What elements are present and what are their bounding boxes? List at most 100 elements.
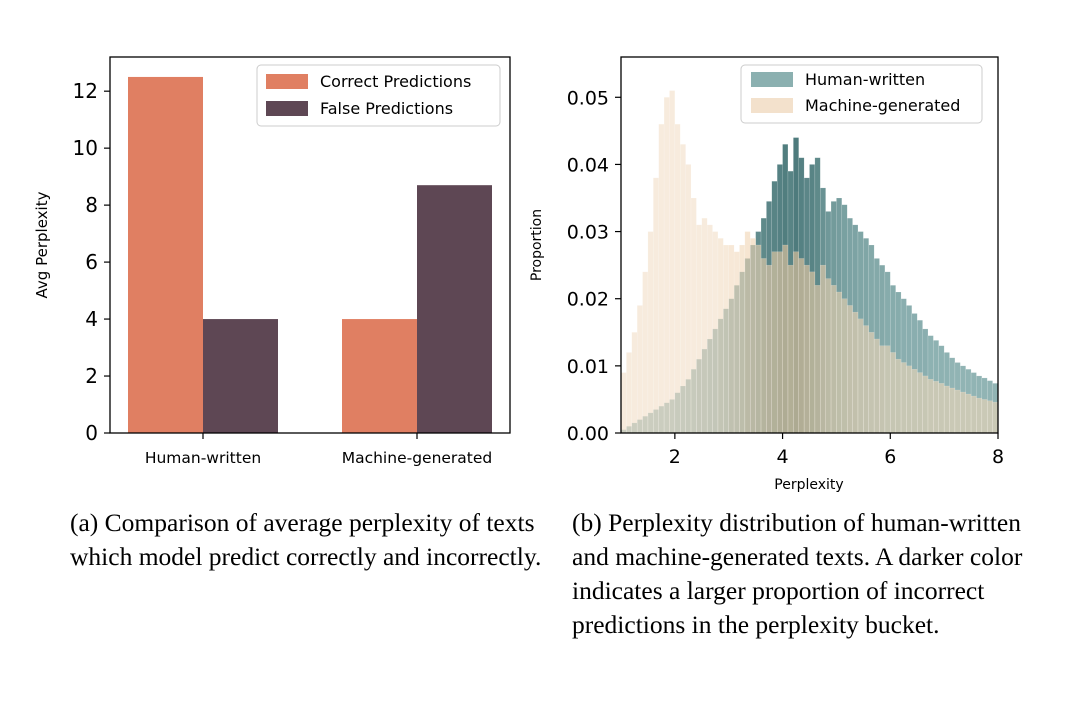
hist-bin-machine <box>927 379 934 433</box>
legend-label-correct: Correct Predictions <box>320 72 471 91</box>
hist-bin-machine <box>1057 414 1062 433</box>
hist-bin-human <box>1003 389 1008 433</box>
hist-bin-human <box>1020 397 1025 433</box>
chart-a-frame <box>109 56 511 434</box>
chart-b-legend-box <box>740 64 983 124</box>
caption-a: (a) Comparison of average perplexity of … <box>70 508 542 571</box>
hist-bin-machine <box>976 397 983 433</box>
legend-label-false: False Predictions <box>320 99 453 118</box>
hist-bin-machine <box>750 238 756 433</box>
hist-bin-machine <box>852 311 859 433</box>
hist-bin-machine <box>1020 409 1025 433</box>
hist-bin-machine <box>755 244 762 433</box>
hist-bin-machine <box>1041 412 1046 433</box>
figure: 0 2 4 6 8 10 12 Human-written Machine-generated… <box>33 56 1078 493</box>
hist-bin-machine <box>965 393 972 433</box>
hist-bin-machine <box>906 365 913 433</box>
hist-bin-machine <box>782 244 789 433</box>
hist-bin-machine <box>712 231 719 433</box>
hist-bin-human <box>1014 394 1019 433</box>
y-tick-label: 6 <box>85 250 98 274</box>
hist-bin-machine <box>922 375 929 433</box>
bar-false-machine <box>417 185 492 433</box>
hist-bin-machine <box>760 258 767 433</box>
hist-bin-machine <box>890 352 896 433</box>
chart-b-xlabel: Perplexity <box>774 477 843 493</box>
x-tick-label: 6 <box>884 446 896 468</box>
hist-bin-machine <box>728 244 735 433</box>
hist-bin-machine <box>631 332 638 433</box>
hist-bin-human <box>997 385 998 433</box>
hist-bin-machine <box>733 251 740 433</box>
hist-bin-machine <box>960 391 966 433</box>
x-tick-label: 4 <box>777 446 789 468</box>
hist-bin-machine <box>868 332 875 433</box>
x-tick-label: 2 <box>669 446 681 468</box>
hist-bin-machine <box>981 399 988 433</box>
hist-bin-machine <box>669 90 676 433</box>
hist-bin-machine <box>825 278 832 433</box>
hist-bin-human <box>1030 401 1035 433</box>
chart-a: 0 2 4 6 8 10 12 Human-written Machine-generated… <box>33 56 511 467</box>
hist-bin-machine <box>701 217 708 433</box>
hist-bin-machine <box>847 305 853 433</box>
hist-bin-machine <box>987 400 993 433</box>
chart-a-legend: Correct Predictions False Predictions <box>256 64 501 127</box>
hist-bin-machine <box>814 285 821 433</box>
x-tick-label: Human-written <box>145 449 261 467</box>
hist-bin-machine <box>938 383 945 433</box>
hist-bin-machine <box>771 251 778 433</box>
y-tick-label: 0.00 <box>567 423 609 445</box>
hist-bin-machine <box>621 372 627 433</box>
hist-bin-machine <box>830 285 837 433</box>
legend-swatch-machine <box>751 98 793 113</box>
hist-bin-machine <box>911 369 918 433</box>
hist-bin-machine <box>798 258 805 433</box>
bar-false-human <box>203 319 278 433</box>
y-tick-label: 12 <box>73 79 98 103</box>
bar-correct-machine <box>342 319 417 433</box>
chart-a-x-ticks: Human-written Machine-generated <box>145 433 492 467</box>
caption-b: (b) Perplexity distribution of human-wri… <box>572 508 1023 639</box>
hist-bin-human <box>1073 412 1078 433</box>
chart-a-ylabel: Avg Perplexity <box>33 191 51 298</box>
hist-bin-machine <box>674 123 681 433</box>
legend-swatch-correct <box>266 74 308 89</box>
y-tick-label: 0.01 <box>567 356 609 378</box>
hist-bin-machine <box>696 224 702 433</box>
hist-bin-machine <box>680 144 686 433</box>
chart-b-x-ticks: 2 4 6 8 <box>669 433 1004 468</box>
chart-b-histogram <box>621 90 1078 433</box>
chart-b-ylabel: Proportion <box>529 209 545 281</box>
hist-bin-machine <box>884 345 891 433</box>
hist-bin-machine <box>766 264 773 433</box>
hist-bin-machine <box>1046 413 1051 433</box>
legend-label-human: Human-written <box>805 70 925 89</box>
y-tick-label: 0 <box>85 421 98 445</box>
hist-bin-human <box>1052 407 1057 433</box>
hist-bin-machine <box>863 325 869 433</box>
hist-bin-machine <box>820 264 826 433</box>
hist-bin-machine <box>717 238 724 433</box>
hist-bin-machine <box>690 197 697 433</box>
y-tick-label: 2 <box>85 364 98 388</box>
chart-b-frame <box>620 56 999 434</box>
hist-bin-machine <box>992 401 998 433</box>
legend-swatch-false <box>266 101 308 116</box>
hist-bin-machine <box>836 291 843 433</box>
hist-bin-machine <box>857 318 864 433</box>
legend-swatch-human <box>751 72 793 87</box>
hist-bin-human <box>1025 399 1030 433</box>
hist-bin-machine <box>1009 406 1014 433</box>
hist-bin-machine <box>873 338 880 433</box>
hist-bin-machine <box>954 389 961 433</box>
hist-bin-human <box>1068 411 1073 433</box>
hist-bin-machine <box>658 123 665 433</box>
chart-a-bars <box>128 76 492 433</box>
hist-bin-machine <box>1014 407 1019 433</box>
chart-a-legend-box <box>256 64 501 127</box>
hist-bin-human <box>1046 406 1051 433</box>
x-tick-label: Machine-generated <box>342 449 493 467</box>
hist-bin-machine <box>895 358 902 433</box>
hist-bin-machine <box>636 305 643 433</box>
